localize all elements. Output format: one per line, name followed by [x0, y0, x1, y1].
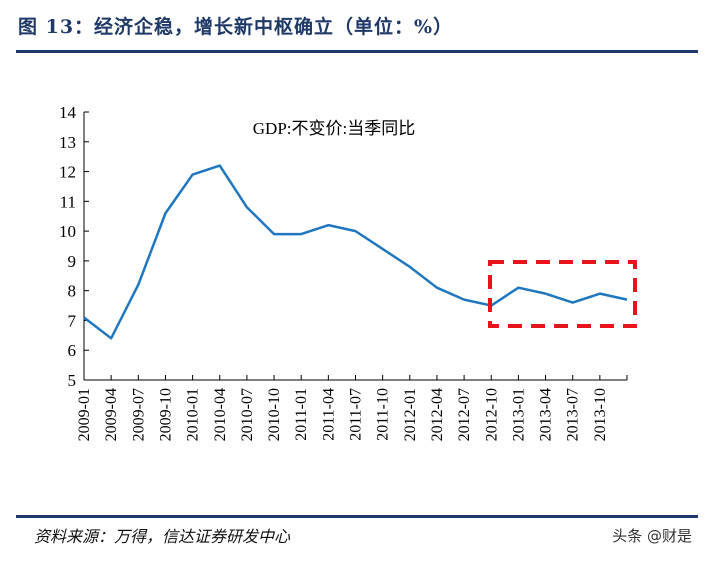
y-tick-label: 5: [68, 371, 77, 390]
x-tick-label: 2009-10: [157, 388, 174, 441]
y-tick-label: 6: [68, 341, 77, 360]
x-tick-label: 2011-07: [348, 388, 365, 441]
x-tick-label: 2010-01: [185, 388, 202, 441]
y-tick-label: 8: [68, 282, 77, 301]
x-tick-label: 2012-10: [483, 388, 500, 441]
y-tick-label: 10: [59, 222, 76, 241]
x-tick-label: 2011-01: [293, 388, 310, 441]
highlight-box: [488, 260, 637, 328]
x-tick-label: 2012-07: [456, 388, 473, 441]
x-tick-label: 2010-07: [239, 388, 256, 441]
x-tick-label: 2010-04: [212, 388, 229, 441]
chart-title: GDP:不变价:当季同比: [253, 119, 415, 138]
x-tick-label: 2009-01: [76, 388, 93, 441]
x-tick-label: 2012-04: [429, 388, 446, 441]
watermark: 头条 @财是: [612, 527, 692, 545]
y-tick-label: 13: [59, 133, 76, 152]
x-tick-label: 2013-01: [510, 388, 527, 441]
y-tick-label: 11: [60, 192, 76, 211]
x-tick-label: 2009-04: [103, 388, 120, 441]
x-tick-label: 2013-04: [538, 388, 555, 441]
gdp-series-line: [83, 164, 628, 340]
x-tick-label: 2012-01: [402, 388, 419, 441]
x-tick-label: 2013-10: [592, 388, 609, 441]
x-tick-label: 2010-10: [266, 388, 283, 441]
x-tick-label: 2013-07: [565, 388, 582, 441]
top-rule: [16, 50, 698, 53]
y-tick-label: 12: [59, 163, 76, 182]
bottom-rule: [16, 515, 698, 518]
x-tick-label: 2011-10: [375, 388, 392, 441]
y-tick-label: 14: [59, 103, 77, 122]
figure-title: 图 13：经济企稳，增长新中枢确立（单位：%）: [18, 16, 454, 38]
y-tick-label: 7: [68, 311, 77, 330]
gdp-line-chart: GDP:不变价:当季同比 5 6 7 8 9 10 11 12 13 14 2009-01 2009-…: [59, 103, 637, 441]
y-tick-label: 9: [68, 252, 77, 271]
x-tick-label: 2011-04: [320, 388, 337, 441]
source-note: 资料来源：万得，信达证券研发中心: [34, 527, 291, 546]
x-tick-label: 2009-07: [130, 388, 147, 441]
